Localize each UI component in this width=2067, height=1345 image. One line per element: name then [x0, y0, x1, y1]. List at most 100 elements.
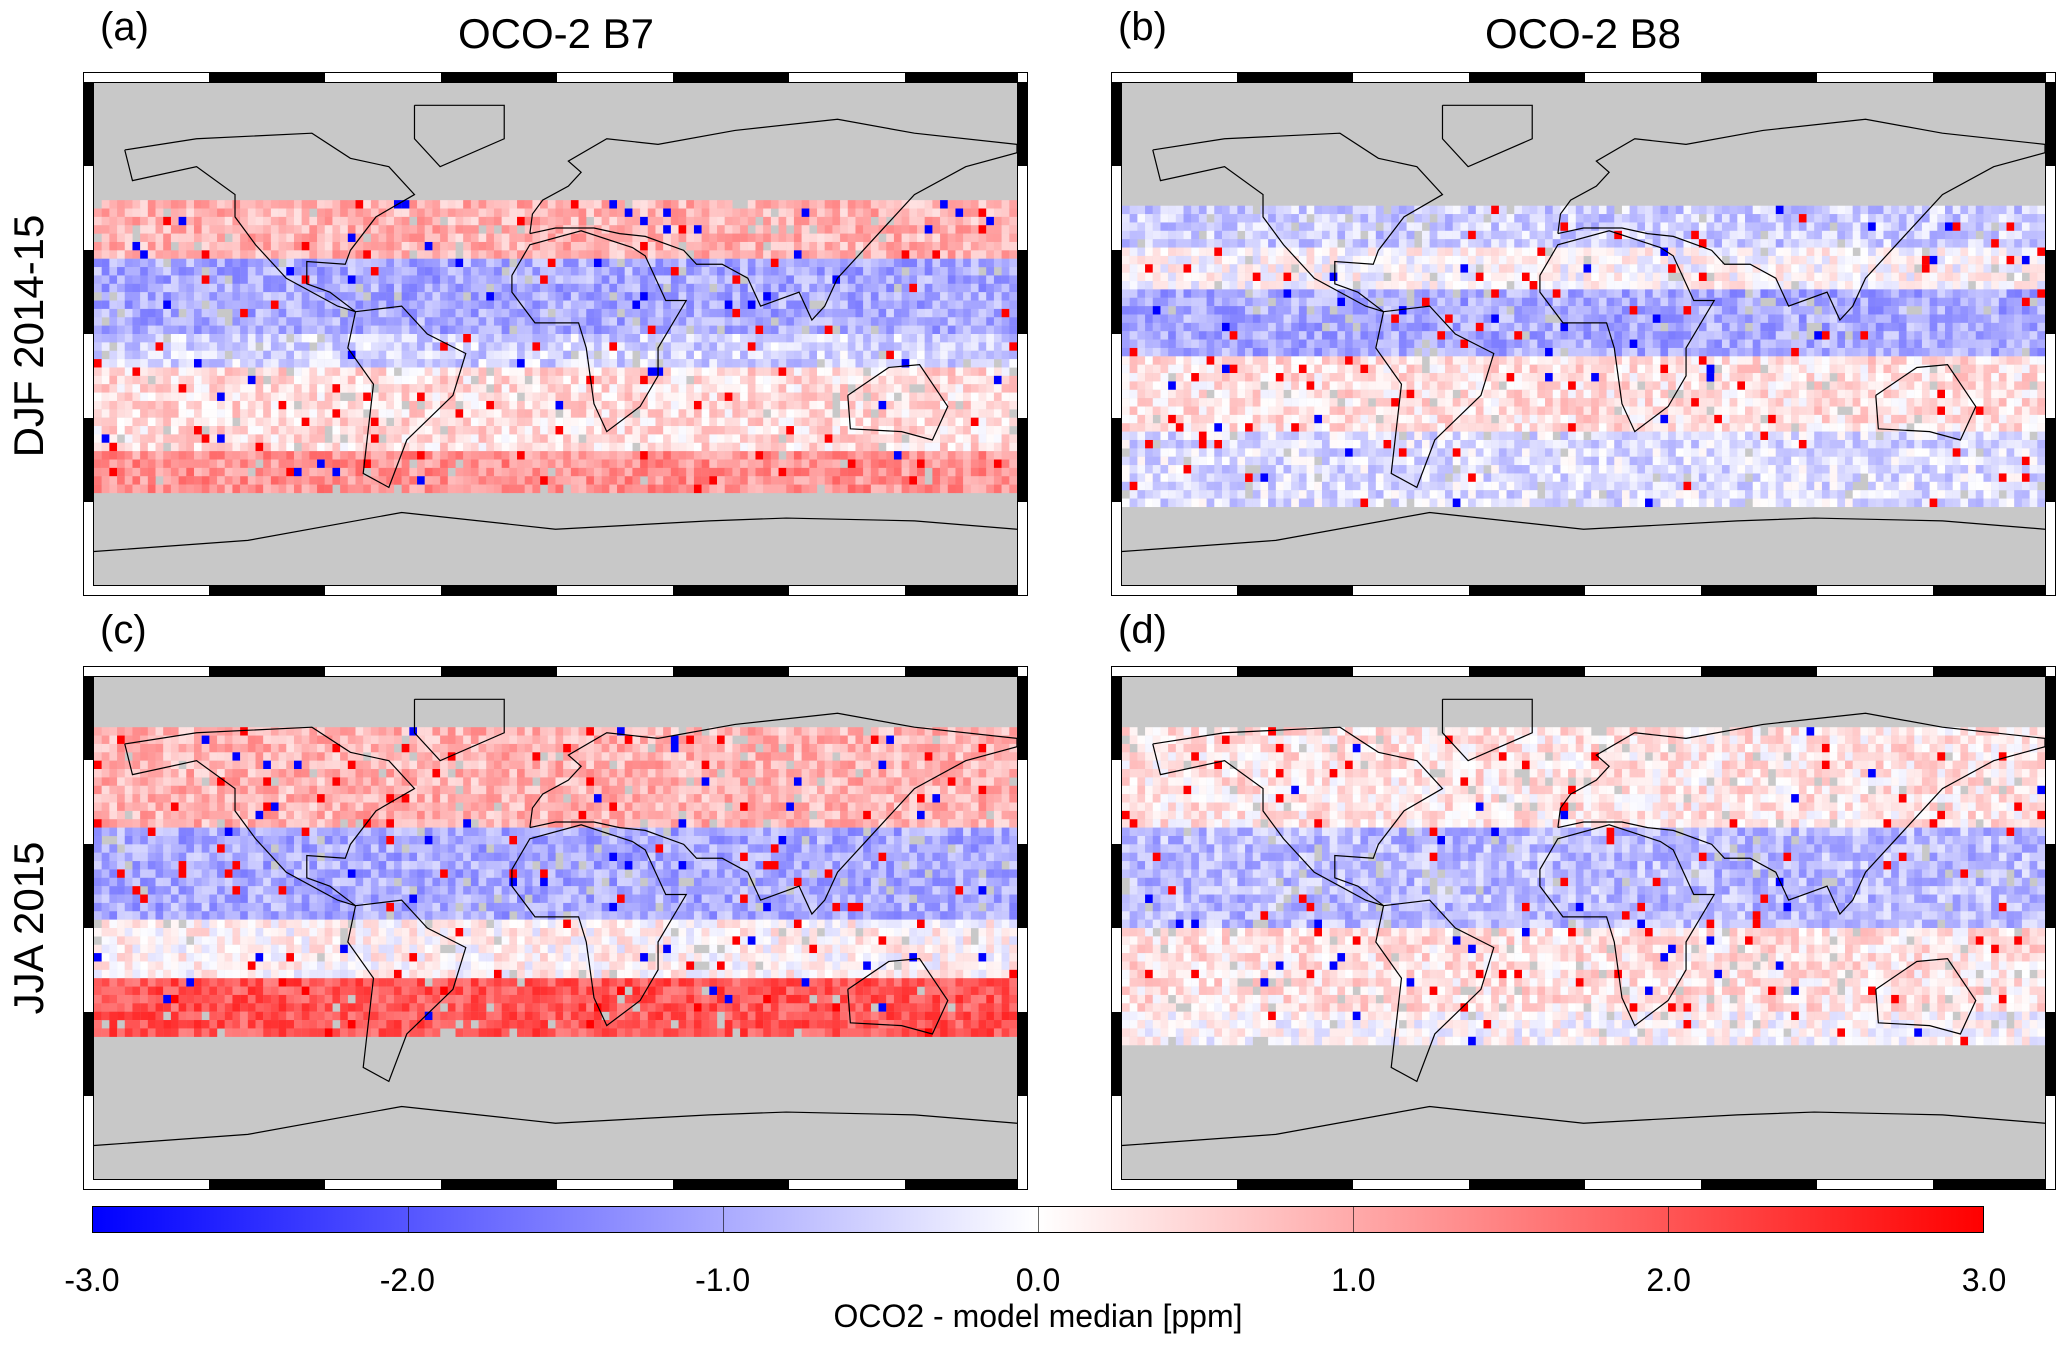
data-cell [232, 484, 241, 494]
data-cell [478, 200, 487, 209]
data-cell [147, 292, 156, 301]
data-cell [132, 367, 141, 376]
data-cell [1198, 255, 1207, 265]
data-cell [740, 300, 748, 310]
data-cell [386, 484, 395, 494]
data-cell [470, 292, 479, 301]
data-cell [247, 317, 256, 326]
data-cell [1245, 222, 1253, 231]
data-cell [709, 216, 718, 226]
data-cell [670, 350, 679, 360]
data-cell [778, 350, 787, 360]
data-cell [655, 317, 664, 326]
data-cell [463, 392, 472, 402]
data-cell [809, 283, 818, 293]
data-cell [940, 334, 948, 343]
data-cell [647, 208, 656, 218]
data-cell [493, 342, 502, 351]
data-cell [1875, 214, 1884, 223]
data-cell [1991, 230, 1999, 240]
data-cell [1883, 239, 1892, 248]
data-cell [563, 400, 572, 410]
data-cell [1775, 255, 1784, 265]
data-cell [1714, 239, 1723, 248]
data-cell [1960, 230, 1969, 240]
data-cell [393, 342, 402, 351]
data-cell [986, 400, 995, 410]
data-cell [117, 426, 125, 435]
data-cell [263, 350, 272, 360]
data-cell [355, 467, 364, 477]
data-cell [724, 317, 733, 326]
data-cell [609, 216, 618, 226]
data-cell [163, 476, 172, 485]
data-cell [886, 275, 895, 284]
data-cell [1514, 255, 1523, 265]
data-cell [217, 451, 225, 460]
data-cell [1737, 222, 1746, 231]
data-cell [847, 476, 856, 485]
data-cell [270, 434, 279, 443]
data-cell [717, 267, 725, 276]
data-cell [747, 317, 756, 326]
data-cell [617, 200, 625, 209]
data-cell [347, 417, 356, 427]
data-cell [940, 392, 948, 402]
data-cell [1009, 400, 1017, 410]
data-cell [324, 250, 333, 259]
data-cell [440, 484, 448, 494]
data-cell [209, 467, 218, 477]
data-cell [978, 241, 987, 251]
data-cell [547, 325, 556, 335]
data-cell [278, 225, 287, 234]
data-cell [1537, 239, 1546, 248]
data-cell [524, 334, 533, 343]
data-cell [724, 417, 733, 427]
data-cell [501, 300, 510, 310]
data-cell [217, 233, 225, 243]
data-cell [278, 484, 287, 494]
data-cell [786, 334, 795, 343]
data-cell [432, 250, 441, 259]
data-cell [170, 434, 179, 443]
data-cell [1721, 230, 1730, 240]
data-cell [1883, 247, 1892, 257]
data-cell [847, 426, 856, 435]
data-cell [463, 342, 472, 351]
data-cell [663, 317, 672, 326]
data-cell [647, 359, 656, 368]
data-cell [793, 241, 802, 251]
data-cell [340, 325, 348, 335]
data-cell [540, 275, 548, 284]
data-cell [793, 426, 802, 435]
data-cell [1798, 239, 1807, 248]
data-cell [724, 359, 733, 368]
data-cell [147, 400, 156, 410]
data-cell [378, 417, 387, 427]
data-cell [186, 275, 195, 284]
data-cell [732, 375, 741, 385]
data-cell [955, 459, 964, 469]
data-cell [809, 467, 818, 477]
data-cell [909, 417, 918, 427]
data-cell [970, 233, 979, 243]
data-cell [893, 426, 902, 435]
data-cell [1798, 205, 1807, 215]
data-cell [1660, 247, 1669, 257]
data-cell [586, 467, 595, 477]
data-cell [901, 451, 910, 460]
data-cell [840, 241, 848, 251]
data-cell [509, 283, 518, 293]
data-cell [593, 300, 602, 310]
data-cell [309, 258, 318, 268]
data-cell [155, 350, 164, 360]
data-cell [1437, 239, 1446, 248]
data-cell [386, 325, 395, 335]
data-cell [386, 216, 395, 226]
data-cell [840, 367, 848, 376]
data-cell [555, 400, 564, 410]
data-cell [917, 283, 925, 293]
data-cell [924, 325, 933, 335]
data-cell [924, 400, 933, 410]
data-cell [424, 359, 433, 368]
